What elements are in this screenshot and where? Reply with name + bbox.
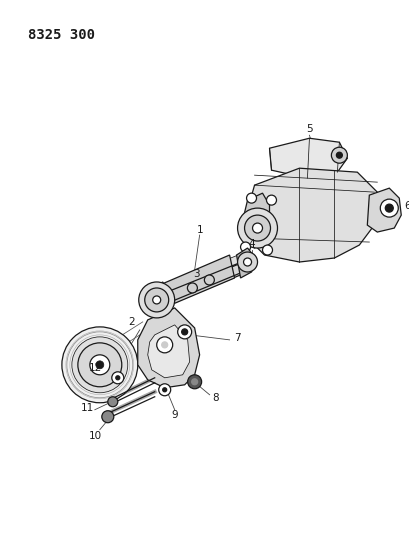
- Circle shape: [252, 223, 262, 233]
- Circle shape: [90, 355, 110, 375]
- Text: 6: 6: [403, 201, 409, 211]
- Circle shape: [384, 204, 392, 212]
- Circle shape: [246, 193, 256, 203]
- Polygon shape: [366, 188, 400, 232]
- Circle shape: [204, 275, 214, 285]
- Polygon shape: [241, 193, 269, 248]
- Circle shape: [335, 152, 342, 158]
- Circle shape: [115, 376, 119, 380]
- Circle shape: [262, 245, 272, 255]
- Circle shape: [191, 379, 197, 385]
- Circle shape: [187, 283, 197, 293]
- Circle shape: [138, 282, 174, 318]
- Text: 8: 8: [212, 393, 218, 403]
- Circle shape: [244, 215, 270, 241]
- Text: 1: 1: [196, 225, 202, 235]
- Text: 11: 11: [81, 403, 94, 413]
- Polygon shape: [236, 248, 255, 278]
- Circle shape: [96, 361, 103, 369]
- Text: 3: 3: [193, 269, 200, 279]
- Circle shape: [101, 411, 114, 423]
- Polygon shape: [147, 325, 189, 378]
- Circle shape: [156, 337, 172, 353]
- Polygon shape: [269, 138, 346, 178]
- Text: 7: 7: [234, 333, 240, 343]
- Circle shape: [177, 325, 191, 339]
- Polygon shape: [151, 252, 251, 306]
- Circle shape: [108, 397, 117, 407]
- Polygon shape: [160, 255, 234, 308]
- Polygon shape: [151, 282, 167, 312]
- Circle shape: [181, 329, 187, 335]
- Circle shape: [144, 288, 168, 312]
- Text: 9: 9: [171, 410, 178, 419]
- Text: 4: 4: [247, 239, 254, 249]
- Circle shape: [158, 384, 170, 396]
- Text: 10: 10: [89, 431, 102, 441]
- Circle shape: [237, 252, 257, 272]
- Circle shape: [187, 375, 201, 389]
- Circle shape: [152, 296, 160, 304]
- Circle shape: [380, 199, 397, 217]
- Circle shape: [78, 343, 121, 387]
- Circle shape: [243, 258, 251, 266]
- Circle shape: [161, 342, 167, 348]
- Circle shape: [240, 242, 250, 252]
- Circle shape: [237, 208, 277, 248]
- Text: 2: 2: [128, 317, 135, 327]
- Circle shape: [72, 337, 128, 393]
- Polygon shape: [157, 262, 247, 308]
- Circle shape: [162, 388, 166, 392]
- Circle shape: [266, 195, 276, 205]
- Circle shape: [112, 372, 124, 384]
- Polygon shape: [247, 168, 376, 262]
- Polygon shape: [137, 308, 199, 388]
- Text: 5: 5: [306, 124, 312, 134]
- Circle shape: [62, 327, 137, 403]
- Text: 12: 12: [89, 363, 102, 373]
- Text: 8325 300: 8325 300: [28, 28, 95, 43]
- Circle shape: [330, 147, 346, 163]
